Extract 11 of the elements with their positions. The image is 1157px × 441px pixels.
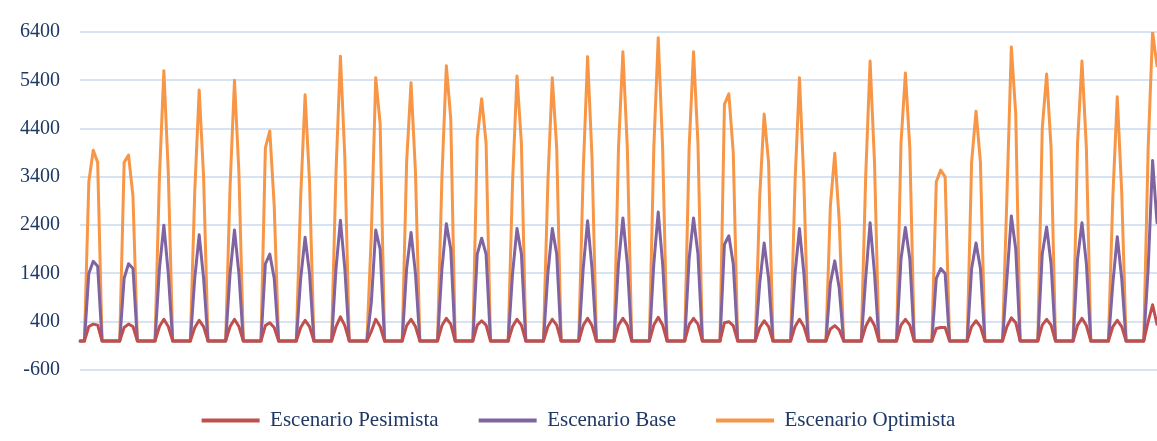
legend-label: Escenario Base bbox=[547, 407, 677, 432]
y-tick-label: 2400 bbox=[20, 212, 60, 235]
y-tick-label: 400 bbox=[30, 308, 60, 331]
y-tick-label: -600 bbox=[23, 357, 60, 380]
y-tick-label: 3400 bbox=[20, 164, 60, 187]
y-tick-label: 6400 bbox=[20, 19, 60, 42]
legend-label: Escenario Pesimista bbox=[270, 407, 440, 432]
y-tick-label: 5400 bbox=[20, 67, 60, 90]
y-tick-label: 4400 bbox=[20, 115, 60, 138]
legend-label: Escenario Optimista bbox=[784, 407, 957, 432]
y-tick-label: 1400 bbox=[20, 260, 60, 283]
